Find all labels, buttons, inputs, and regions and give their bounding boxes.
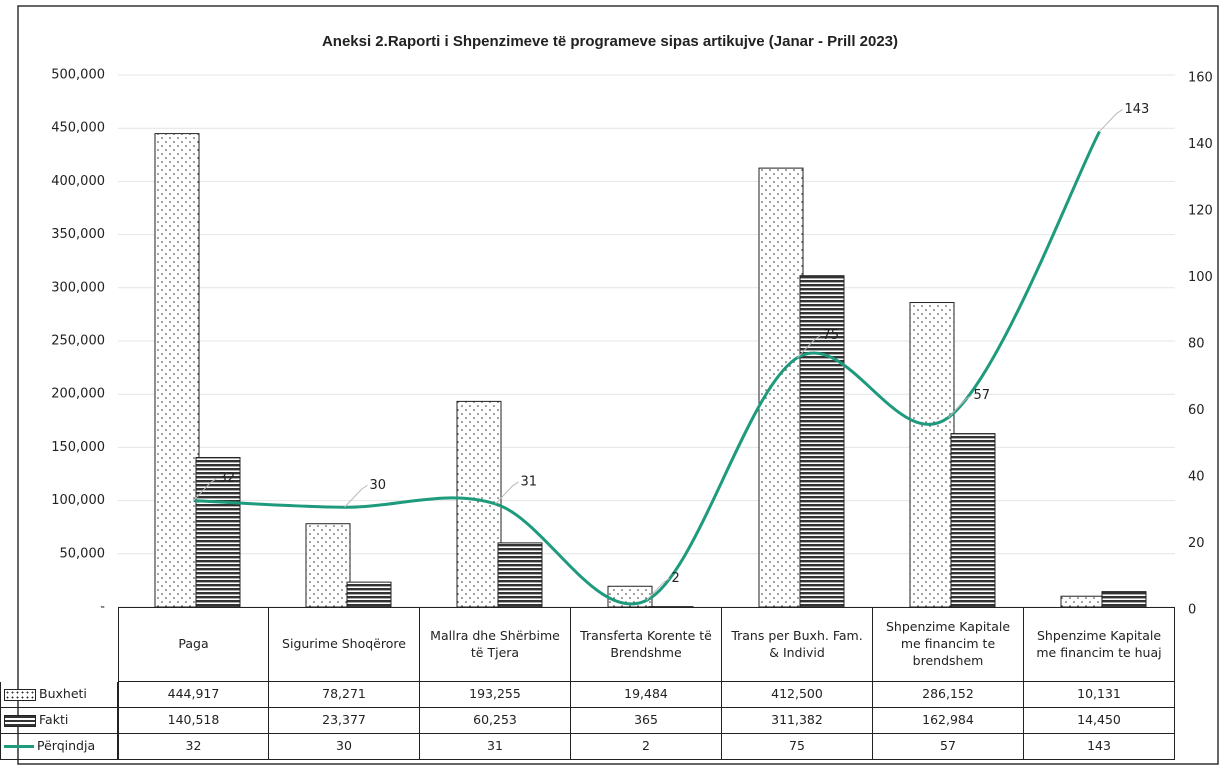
category-header: Sigurime Shoqërore	[269, 607, 420, 682]
category-header: Trans per Buxh. Fam. & Individ	[722, 607, 873, 682]
legend-key	[4, 688, 36, 701]
category-header: Shpenzime Kapitale me financim te brends…	[873, 607, 1024, 682]
bar	[758, 167, 804, 608]
table-value: 412,500	[722, 682, 873, 708]
y-tick-label: 400,000	[51, 174, 105, 189]
y-tick-label: 50,000	[60, 546, 106, 561]
y-tick-label: -	[100, 600, 105, 615]
table-value: 78,271	[269, 682, 420, 708]
chart-title: Aneksi 2.Raporti i Shpenzimeve të progra…	[322, 33, 898, 50]
bar	[1060, 595, 1106, 608]
leader-line	[495, 481, 519, 505]
legend-label: Fakti	[39, 712, 69, 728]
data-label: 31	[521, 474, 538, 489]
data-label: 143	[1125, 102, 1150, 117]
data-label: 75	[823, 328, 840, 343]
table-value: 143	[1024, 734, 1175, 760]
y2-tick-label: 20	[1188, 536, 1205, 551]
y2-tick-label: 100	[1188, 270, 1213, 285]
data-label: 30	[370, 478, 387, 493]
table-value: 75	[722, 734, 873, 760]
bar	[305, 523, 351, 608]
data-label: 57	[974, 388, 991, 403]
y2-tick-label: 0	[1188, 603, 1196, 618]
table-value: 57	[873, 734, 1024, 760]
bar	[1101, 591, 1147, 608]
category-header: Shpenzime Kapitale me financim te huaj	[1024, 607, 1175, 682]
bar	[154, 133, 200, 608]
y-tick-label: 500,000	[51, 68, 105, 83]
legend-entry: Buxheti	[0, 682, 118, 708]
y2-tick-label: 120	[1188, 204, 1213, 219]
frame	[17, 5, 1219, 765]
data-label: 32	[219, 471, 236, 486]
table-value: 193,255	[420, 682, 571, 708]
legend-entry: Përqindja	[0, 734, 118, 760]
table-value: 30	[269, 734, 420, 760]
table-value: 311,382	[722, 708, 873, 734]
y-tick-label: 300,000	[51, 280, 105, 295]
y2-tick-label: 160	[1188, 71, 1213, 86]
category-header: Transferta Korente të Brendshme	[571, 607, 722, 682]
table-value: 444,917	[118, 682, 269, 708]
table-value: 365	[571, 708, 722, 734]
bar	[346, 581, 392, 608]
bar	[950, 433, 996, 608]
y-tick-label: 150,000	[51, 440, 105, 455]
data-label: 2	[672, 571, 680, 586]
y2-tick-label: 40	[1188, 470, 1205, 485]
y2-tick-label: 140	[1188, 137, 1213, 152]
y2-tick-label: 60	[1188, 403, 1205, 418]
legend-entry: Fakti	[0, 708, 118, 734]
legend-label: Përqindja	[37, 738, 96, 754]
y2-tick-label: 80	[1188, 337, 1205, 352]
table-value: 140,518	[118, 708, 269, 734]
table-value: 19,484	[571, 682, 722, 708]
table-value: 2	[571, 734, 722, 760]
leader-line	[344, 484, 368, 508]
category-header: Mallra dhe Shërbime të Tjera	[420, 607, 571, 682]
table-value: 286,152	[873, 682, 1024, 708]
table-value: 14,450	[1024, 708, 1175, 734]
legend-label: Buxheti	[39, 686, 87, 702]
y-tick-label: 350,000	[51, 227, 105, 242]
table-value: 32	[118, 734, 269, 760]
bar	[497, 542, 543, 608]
bar	[909, 302, 955, 608]
y-tick-label: 250,000	[51, 334, 105, 349]
leader-line	[797, 335, 821, 358]
leader-line	[1099, 109, 1123, 132]
y-tick-label: 450,000	[51, 121, 105, 136]
y-tick-label: 100,000	[51, 493, 105, 508]
table-value: 31	[420, 734, 571, 760]
leader-line	[193, 478, 217, 501]
leader-line	[646, 577, 670, 601]
leader-line	[948, 395, 972, 418]
table-value: 10,131	[1024, 682, 1175, 708]
y-tick-label: 200,000	[51, 387, 105, 402]
category-header: Paga	[118, 607, 269, 682]
table-value: 60,253	[420, 708, 571, 734]
legend-key	[4, 714, 36, 727]
legend-key	[4, 745, 34, 748]
table-value: 23,377	[269, 708, 420, 734]
bar	[799, 275, 845, 608]
table-value: 162,984	[873, 708, 1024, 734]
